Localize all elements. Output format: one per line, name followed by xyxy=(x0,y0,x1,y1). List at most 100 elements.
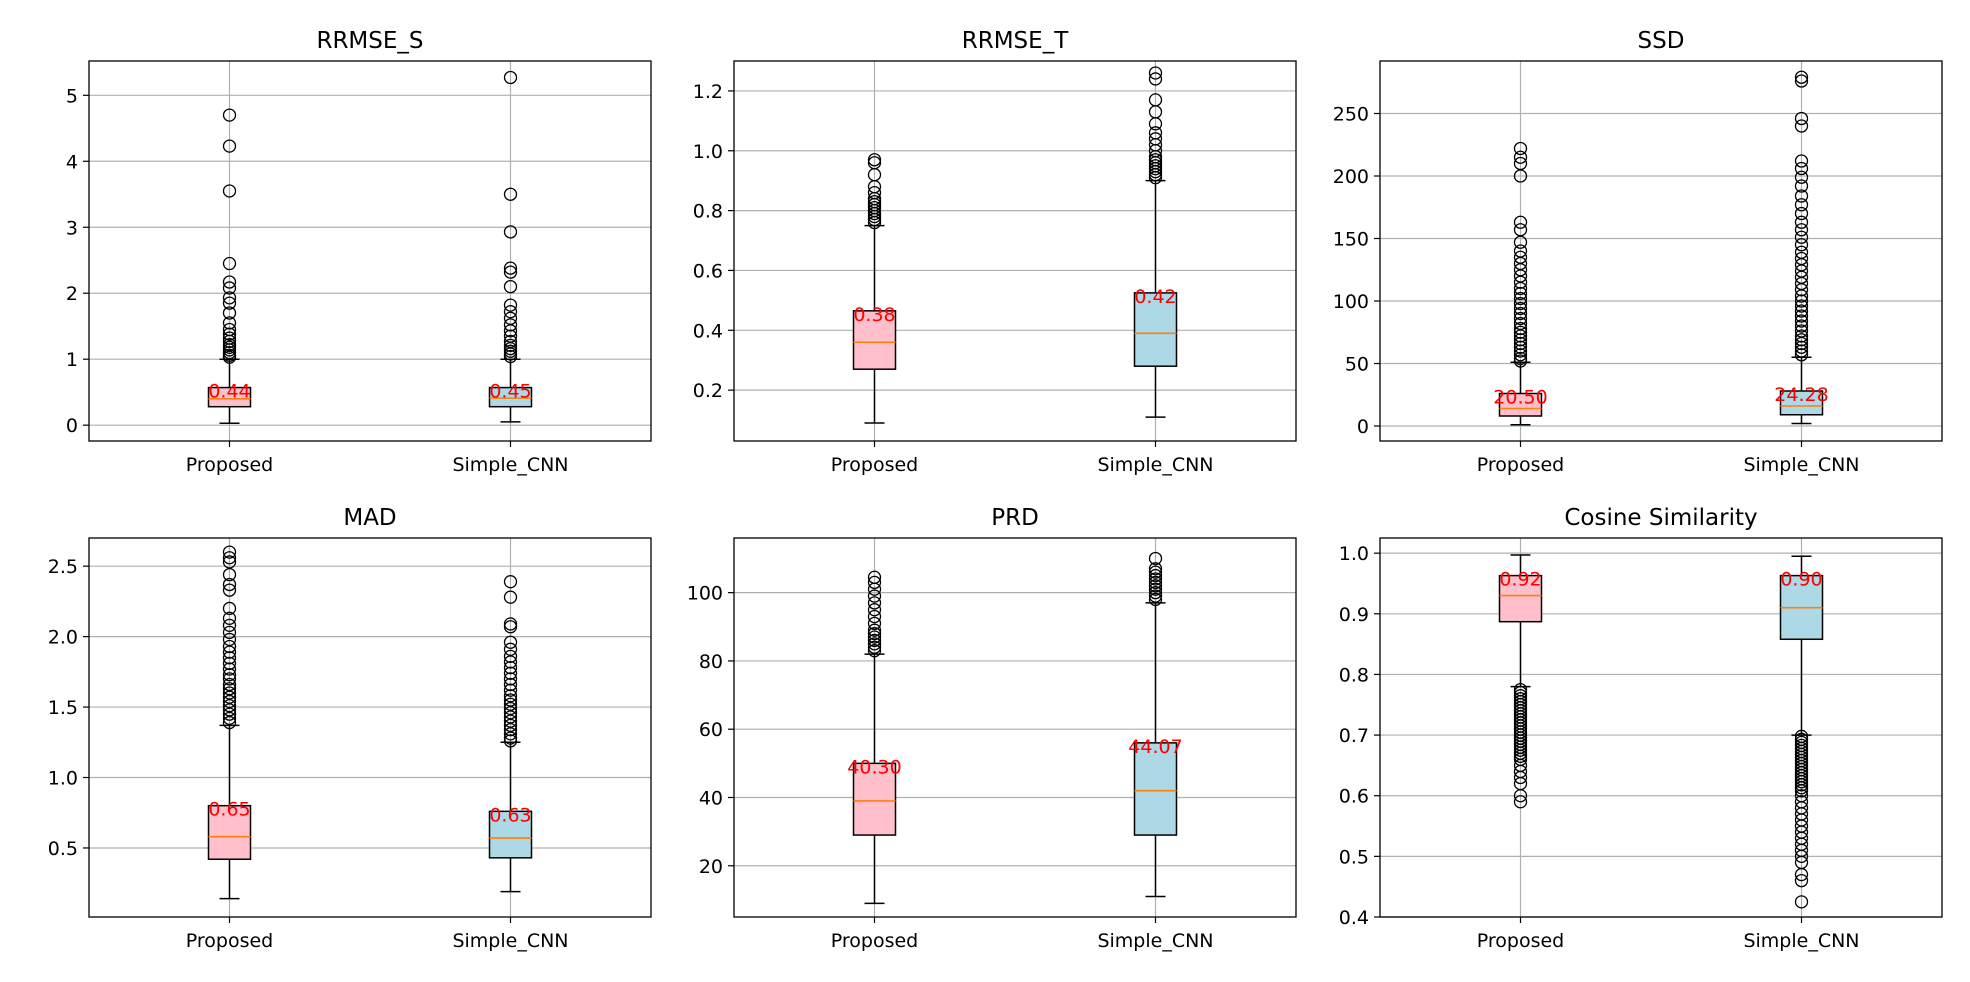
mean-label: 40.30 xyxy=(847,756,901,778)
chart-title: SSD xyxy=(1638,28,1685,54)
outlier-point xyxy=(1513,743,1528,757)
y-tick-label: 0.5 xyxy=(1339,846,1369,868)
outlier-point xyxy=(503,718,518,733)
outlier-point xyxy=(1148,585,1163,600)
outlier-point xyxy=(1513,296,1528,311)
outlier-point xyxy=(867,616,882,631)
outlier-point xyxy=(1148,582,1163,596)
outlier-point xyxy=(1513,336,1528,351)
y-tick-label: 2.5 xyxy=(48,556,78,578)
outlier-point xyxy=(503,70,518,85)
outlier-point xyxy=(1148,568,1163,583)
outlier-point xyxy=(1513,286,1528,301)
outlier-point xyxy=(1513,281,1528,296)
outlier-point xyxy=(503,261,518,275)
x-tick-label: Proposed xyxy=(1477,930,1564,952)
outlier-point xyxy=(503,349,518,364)
outlier-point xyxy=(867,640,882,654)
mean-label: 0.44 xyxy=(208,381,250,403)
box-simple-cnn: 0.45 xyxy=(488,70,533,423)
outlier-point xyxy=(503,689,518,703)
y-tick-label: 100 xyxy=(1333,291,1369,313)
outlier-point xyxy=(867,623,882,637)
y-tick-label: 5 xyxy=(66,85,78,107)
chart-panel: RRMSE_S 0 1 2 3 4 5 Proposed Simple_CNN 0.44 0.45 xyxy=(66,28,652,476)
y-tick-label: 80 xyxy=(699,651,723,673)
outlier-point xyxy=(1794,329,1809,343)
outlier-point xyxy=(222,108,237,122)
outlier-point xyxy=(222,611,237,625)
outlier-point xyxy=(1794,895,1809,909)
outlier-point xyxy=(222,662,237,676)
outlier-point xyxy=(1794,344,1809,358)
outlier-point xyxy=(1148,572,1163,586)
outlier-point xyxy=(1794,336,1809,351)
outlier-point xyxy=(222,715,237,730)
outlier-point xyxy=(867,589,882,603)
outlier-point xyxy=(1794,154,1809,168)
box-simple-cnn: 0.90 xyxy=(1779,555,1824,909)
box-proposed: 40.30 xyxy=(847,570,902,905)
outlier-point xyxy=(222,668,237,682)
outlier-point xyxy=(1513,235,1528,249)
outlier-point xyxy=(867,626,882,641)
outlier-point xyxy=(1794,294,1809,308)
outlier-point xyxy=(222,350,237,364)
outlier-point xyxy=(503,324,518,338)
y-tick-label: 40 xyxy=(699,787,723,809)
y-tick-label: 60 xyxy=(699,719,723,741)
outlier-point xyxy=(1513,306,1528,321)
x-tick-label: Simple_CNN xyxy=(1097,454,1213,476)
outlier-point xyxy=(503,660,518,675)
y-tick-label: 50 xyxy=(1345,354,1369,376)
chart-panel: Cosine Similarity 0.4 0.5 0.6 0.7 0.8 0.9 1.0 Pr… xyxy=(1339,505,1943,952)
outlier-point xyxy=(222,639,237,654)
outlier-point xyxy=(222,306,237,320)
mean-label: 0.38 xyxy=(853,304,895,326)
y-tick-label: 1.5 xyxy=(48,697,78,719)
outlier-point xyxy=(1148,72,1163,86)
x-tick-label: Proposed xyxy=(186,454,273,476)
outlier-point xyxy=(867,575,882,590)
outlier-point xyxy=(1148,171,1163,185)
outlier-point xyxy=(1148,565,1163,579)
axes-frame xyxy=(733,537,1297,918)
box-proposed: 0.44 xyxy=(207,108,252,424)
y-tick-label: 0.7 xyxy=(1339,725,1369,747)
outlier-point xyxy=(1794,161,1809,176)
outlier-point xyxy=(503,677,518,692)
y-tick-label: 20 xyxy=(699,856,723,878)
outlier-point xyxy=(1148,66,1163,80)
outlier-point xyxy=(1148,562,1163,576)
outlier-point xyxy=(1794,215,1809,229)
outlier-point xyxy=(222,327,237,341)
outlier-point xyxy=(1794,304,1809,318)
outlier-point xyxy=(867,609,882,624)
outlier-point xyxy=(1794,70,1809,84)
iqr-box xyxy=(207,804,252,860)
outlier-point xyxy=(1794,314,1809,328)
outlier-point xyxy=(222,551,237,565)
y-tick-label: 0.2 xyxy=(693,380,723,402)
y-tick-label: 0.4 xyxy=(1339,907,1369,929)
outlier-point xyxy=(1513,169,1528,183)
outlier-point xyxy=(222,316,237,330)
outlier-point xyxy=(1148,168,1163,182)
outlier-point xyxy=(1794,74,1809,88)
y-tick-label: 3 xyxy=(66,217,78,239)
chart-panel: RRMSE_T 0.2 0.4 0.6 0.8 1.0 1.2 Proposed Simple_… xyxy=(693,28,1297,476)
iqr-box xyxy=(207,386,252,408)
outlier-point xyxy=(222,711,237,725)
outlier-point xyxy=(222,184,237,198)
outlier-point xyxy=(222,656,237,671)
y-tick-label: 0.8 xyxy=(693,201,723,223)
y-tick-label: 0.4 xyxy=(693,320,723,342)
outlier-point xyxy=(1794,289,1809,303)
outlier-point xyxy=(503,635,518,649)
outlier-point xyxy=(503,279,518,294)
y-tick-label: 1.0 xyxy=(48,768,78,790)
outlier-point xyxy=(867,596,882,610)
y-tick-label: 1 xyxy=(66,349,78,371)
x-tick-label: Proposed xyxy=(1477,454,1564,476)
y-tick-label: 200 xyxy=(1333,166,1369,188)
